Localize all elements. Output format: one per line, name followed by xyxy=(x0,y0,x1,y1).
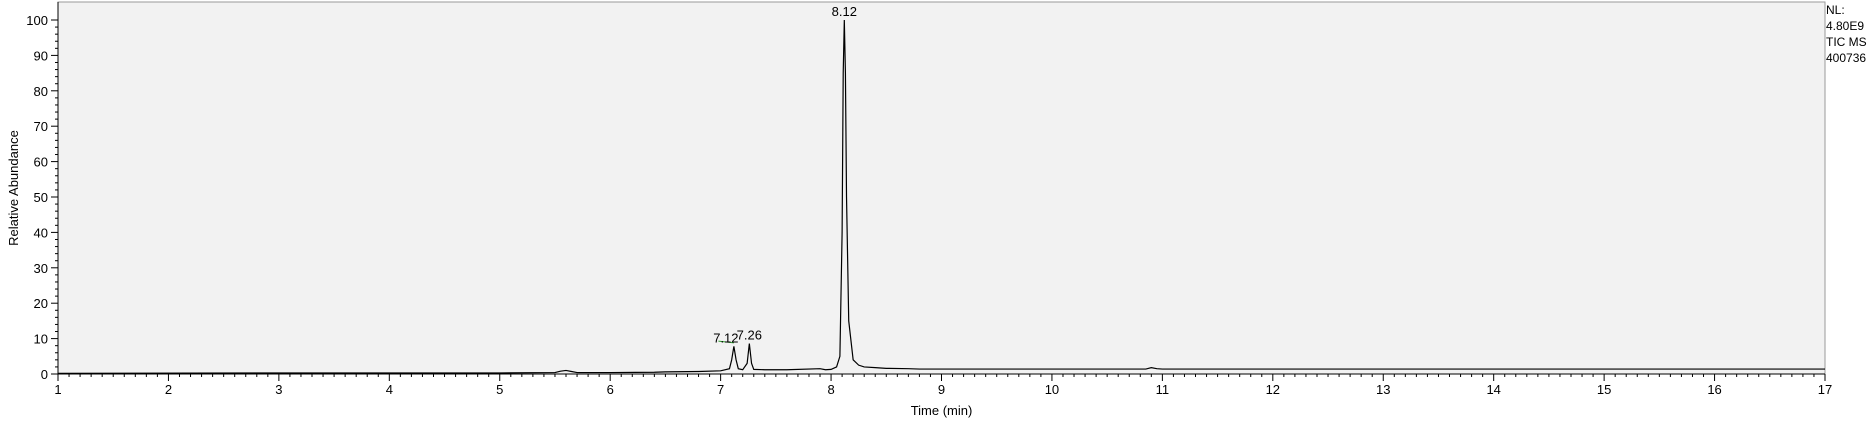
baseline-marker xyxy=(718,340,734,344)
x-tick-label: 14 xyxy=(1486,382,1500,397)
nl-label: NL: xyxy=(1826,3,1845,17)
x-axis-title: Time (min) xyxy=(911,403,973,418)
x-tick-label: 15 xyxy=(1597,382,1611,397)
y-tick-label: 40 xyxy=(34,225,48,240)
y-tick-label: 0 xyxy=(41,367,48,382)
peak-label: 7.26 xyxy=(737,328,762,343)
normalization-info: NL: 4.80E9 TIC MS 400736 xyxy=(1826,2,1874,66)
y-tick-label: 30 xyxy=(34,261,48,276)
peak-label: 8.12 xyxy=(832,4,857,19)
y-tick-label: 80 xyxy=(34,84,48,99)
peak-label: 7.12 xyxy=(713,330,738,345)
y-tick-label: 60 xyxy=(34,155,48,170)
y-axis-title: Relative Abundance xyxy=(6,130,21,246)
x-tick-label: 17 xyxy=(1818,382,1832,397)
file-id: 400736 xyxy=(1826,51,1867,65)
y-tick-label: 10 xyxy=(34,332,48,347)
axes-layer: 1 2 3 4 5 6 7 8 9 10 11 12 13 14 15 16 17010203040506070… xyxy=(26,2,1832,397)
x-tick-label: 4 xyxy=(386,382,393,397)
y-tick-label: 100 xyxy=(26,13,48,28)
x-tick-label: 5 xyxy=(496,382,503,397)
x-tick-label: 6 xyxy=(607,382,614,397)
x-tick-label: 13 xyxy=(1376,382,1390,397)
x-tick-label: 12 xyxy=(1266,382,1280,397)
y-tick-label: 70 xyxy=(34,119,48,134)
x-tick-label: 11 xyxy=(1156,382,1170,397)
labels-layer: 7.127.26 8.12 xyxy=(713,4,857,345)
y-tick-label: 20 xyxy=(34,296,48,311)
y-tick-label: 50 xyxy=(34,190,48,205)
nl-value: 4.80E9 xyxy=(1826,19,1865,33)
trace-layer xyxy=(57,19,1825,374)
x-tick-label: 7 xyxy=(717,382,724,397)
x-tick-label: 10 xyxy=(1045,382,1059,397)
tic-trace-line xyxy=(57,19,1825,374)
trace-label: TIC MS xyxy=(1826,35,1867,49)
x-tick-label: 8 xyxy=(827,382,834,397)
x-tick-label: 16 xyxy=(1707,382,1721,397)
x-tick-label: 1 xyxy=(54,382,61,397)
x-tick-label: 9 xyxy=(938,382,945,397)
y-tick-label: 90 xyxy=(34,48,48,63)
x-tick-label: 3 xyxy=(275,382,282,397)
x-tick-label: 2 xyxy=(165,382,172,397)
plot-area xyxy=(57,1,1826,375)
